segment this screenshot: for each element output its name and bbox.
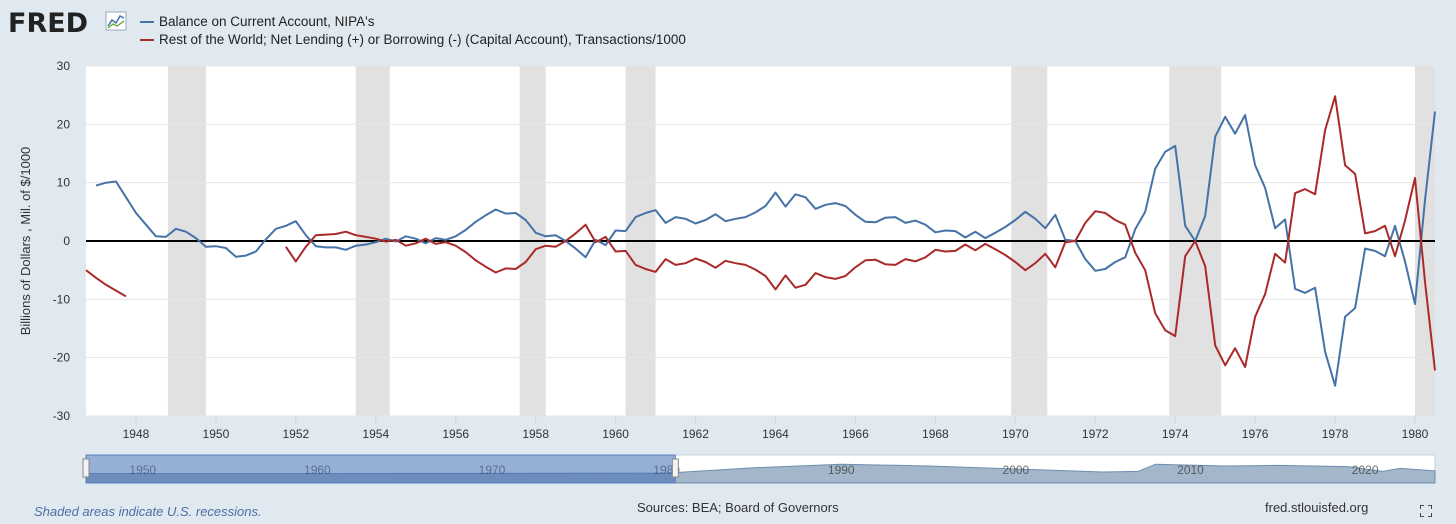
fred-url[interactable]: fred.stlouisfed.org: [1265, 500, 1369, 515]
legend-swatch-blue: [140, 21, 154, 23]
chart-legend: Balance on Current Account, NIPA's Rest …: [140, 13, 686, 49]
y-tick-label: 10: [57, 176, 71, 190]
legend-item-net-lending[interactable]: Rest of the World; Net Lending (+) or Bo…: [140, 31, 686, 49]
y-tick-label: -10: [53, 292, 71, 306]
y-tick-label: 0: [63, 234, 70, 248]
x-tick-label: 1976: [1242, 427, 1269, 441]
x-tick-label: 1970: [1002, 427, 1029, 441]
navigator-handle-left[interactable]: [82, 458, 90, 478]
sources-text: Sources: BEA; Board of Governors: [637, 500, 839, 515]
fred-logo[interactable]: FRED: [8, 6, 128, 40]
recession-note: Shaded areas indicate U.S. recessions.: [34, 504, 262, 519]
x-tick-label: 1964: [762, 427, 789, 441]
navigator-label: 2010: [1177, 463, 1204, 477]
navigator-selection[interactable]: [85, 454, 676, 484]
x-tick-label: 1974: [1162, 427, 1189, 441]
x-tick-label: 1954: [362, 427, 389, 441]
y-axis-ticks: -30 -20 -10 0 10 20 30: [53, 59, 71, 423]
y-tick-label: 20: [57, 117, 71, 131]
navigator-label: 2000: [1003, 463, 1030, 477]
y-tick-label: 30: [57, 59, 71, 73]
y-tick-label: -30: [53, 409, 71, 423]
x-tick-label: 1958: [522, 427, 549, 441]
navigator-handle-right[interactable]: [671, 458, 679, 478]
navigator-label: 2020: [1352, 463, 1379, 477]
series-lines: [85, 95, 1436, 387]
range-navigator[interactable]: 19501960197019801990200020102020: [82, 454, 1436, 484]
x-tick-label: 1950: [203, 427, 230, 441]
legend-item-current-account[interactable]: Balance on Current Account, NIPA's: [140, 13, 686, 31]
legend-label: Rest of the World; Net Lending (+) or Bo…: [159, 32, 686, 47]
x-tick-label: 1978: [1322, 427, 1349, 441]
x-axis-ticks: 1948 1950 1952 1954 1956 1958 1960 1962 1964 1966…: [123, 416, 1429, 441]
legend-swatch-red: [140, 39, 154, 41]
x-tick-label: 1956: [442, 427, 469, 441]
x-tick-label: 1972: [1082, 427, 1109, 441]
fred-logo-text: FRED: [8, 8, 88, 39]
x-tick-label: 1966: [842, 427, 869, 441]
series-line-1[interactable]: [85, 95, 1436, 371]
x-tick-label: 1962: [682, 427, 709, 441]
navigator-label: 1990: [828, 463, 855, 477]
x-tick-label: 1952: [282, 427, 309, 441]
series-line-0[interactable]: [95, 111, 1436, 387]
y-tick-label: -20: [53, 351, 71, 365]
legend-label: Balance on Current Account, NIPA's: [159, 14, 375, 29]
x-tick-label: 1968: [922, 427, 949, 441]
x-tick-label: 1948: [123, 427, 150, 441]
fullscreen-icon[interactable]: [1420, 505, 1432, 517]
x-tick-label: 1960: [602, 427, 629, 441]
x-tick-label: 1980: [1402, 427, 1429, 441]
y-axis-label: Billions of Dollars , Mil. of $/1000: [18, 147, 33, 336]
